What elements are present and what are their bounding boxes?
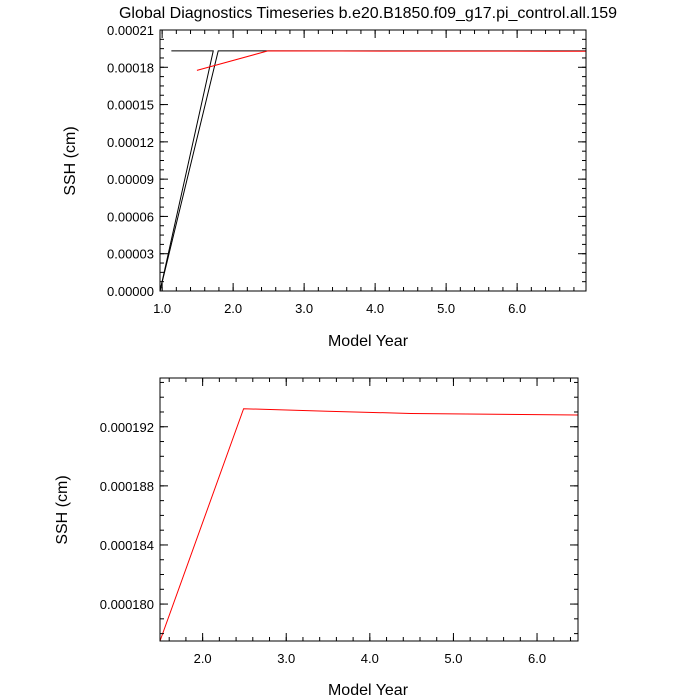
bottom-chart-y-tick-label: 0.000180 [100,597,154,612]
top-chart-y-tick-label: 0.00003 [107,247,154,262]
bottom-chart-series-line-1 [159,408,579,642]
top-chart-series-line-1 [159,50,214,292]
top-chart-plot-frame [159,29,587,292]
top-chart-y-tick-label: 0.00015 [107,98,154,113]
top-chart-series-line-2 [159,50,586,292]
bottom-chart-x-axis-label: Model Year [328,682,409,699]
top-chart-x-axis-label: Model Year [328,333,409,350]
bottom-chart-y-axis-label: SSH (cm) [54,475,71,544]
bottom-chart-x-tick-label: 6.0 [528,651,546,666]
bottom-chart-x-tick-label: 3.0 [277,651,295,666]
top-chart-x-tick-label: 4.0 [366,301,384,316]
bottom-chart-x-tick-label: 2.0 [194,651,212,666]
bottom-chart-x-tick-label: 5.0 [444,651,462,666]
bottom-chart-panel: Model Year SSH (cm) 2.0 3.0 4.0 5.0 6.0 0.000… [54,377,579,699]
top-chart-panel: Model Year SSH (cm) 1.0 2.0 3.0 4.0 5.0 6.0 0.… [62,23,587,350]
top-chart-x-tick-label: 5.0 [437,301,455,316]
bottom-chart-x-tick-label: 4.0 [361,651,379,666]
top-chart-y-tick-label: 0.00009 [107,172,154,187]
top-chart-x-tick-label: 3.0 [295,301,313,316]
top-chart-x-tick-label: 6.0 [508,301,526,316]
top-chart-y-tick-label: 0.00012 [107,135,154,150]
top-chart-y-tick-label: 0.00006 [107,209,154,224]
bottom-chart-y-tick-label: 0.000192 [100,420,154,435]
top-chart-y-tick-label: 0.00018 [107,60,154,75]
top-chart-y-tick-label: 0.00021 [107,23,154,38]
top-chart-x-tick-label: 1.0 [153,301,171,316]
top-chart-y-axis-label: SSH (cm) [62,126,79,195]
top-chart-x-tick-label: 2.0 [224,301,242,316]
top-chart-series-line-3 [196,50,586,71]
bottom-chart-y-tick-label: 0.000188 [100,479,154,494]
bottom-chart-y-tick-label: 0.000184 [100,538,154,553]
bottom-chart-plot-frame [159,377,579,642]
top-chart-y-tick-label: 0.00000 [107,284,154,299]
chart-title: Global Diagnostics Timeseries b.e20.B185… [119,5,617,22]
